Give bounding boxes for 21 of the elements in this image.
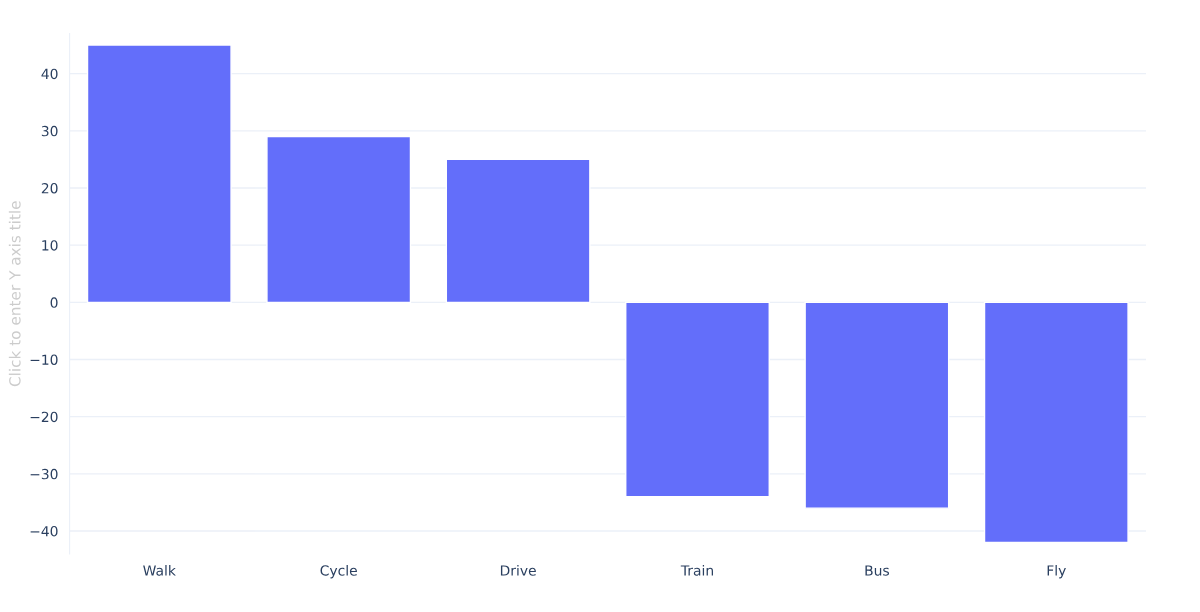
x-tick-label: Drive [500,564,536,576]
x-tick-label: Bus [865,565,890,576]
bar [445,158,591,304]
x-tick-label: Cycle [320,564,357,579]
y-tick-label: −20 [30,411,58,423]
x-tick-label: Train [680,564,713,576]
x-tick-label: Fly [1047,564,1066,579]
y-tick-label: 40 [41,68,58,80]
y-tick-label: −30 [30,468,58,480]
bar [86,44,232,304]
bar [266,135,412,304]
y-tick-label: 30 [41,125,58,137]
y-tick-label: −10 [30,354,58,365]
y-tick-label: 10 [42,240,58,251]
x-tick-label: Walk [143,564,176,576]
bar [983,301,1129,544]
bar [625,301,770,498]
bar [804,301,950,509]
y-tick-label: 0 [50,297,58,308]
y-tick-label: −40 [30,525,58,537]
y-tick-label: 20 [41,182,58,194]
